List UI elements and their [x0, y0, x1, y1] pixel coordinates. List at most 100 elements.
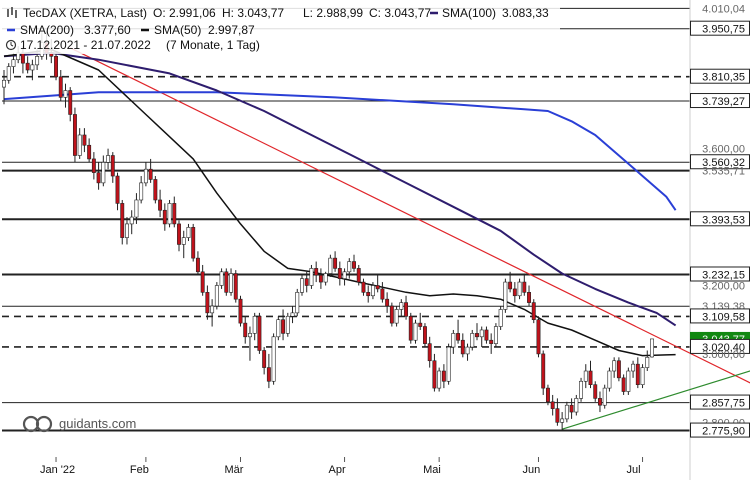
legend-low: L: 2.988,99: [303, 6, 363, 20]
y-tick-tag-inner: [691, 267, 749, 281]
candle: [11, 52, 16, 74]
candle: [77, 128, 82, 159]
candle-body-up: [285, 315, 290, 334]
candle: [621, 374, 626, 395]
chart-type-icon: [7, 7, 17, 18]
candle-body-down: [555, 408, 560, 423]
candle-body-down: [191, 227, 196, 259]
candle: [626, 367, 631, 395]
candle: [342, 268, 347, 286]
y-tick-label: 3.232,15: [702, 269, 745, 281]
candle-body-up: [77, 134, 82, 156]
candle: [30, 59, 35, 81]
candle: [352, 254, 356, 272]
candle-body-down: [541, 353, 546, 389]
candle-body-down: [356, 268, 361, 283]
candle: [158, 189, 163, 218]
y-tick-tag-inner: [691, 155, 749, 169]
guidants-logo: guidants.com: [22, 415, 136, 433]
candle: [550, 394, 555, 416]
candle-body-down: [366, 292, 371, 297]
candle: [508, 271, 513, 293]
y-tick-tag: 4.010,04: [702, 3, 745, 15]
legend-backdrop: [0, 0, 560, 54]
candle: [598, 391, 602, 413]
candle-body-up: [370, 285, 375, 297]
candle: [318, 268, 323, 289]
candle: [214, 282, 219, 310]
candle: [408, 312, 413, 344]
candle-body-up: [503, 281, 508, 310]
candle: [413, 319, 418, 344]
candle: [162, 203, 167, 231]
candle: [385, 292, 390, 313]
y-tick-tag-inner: [691, 212, 749, 226]
candle: [441, 364, 446, 389]
clock-icon: [5, 39, 17, 51]
candle-body-down: [304, 278, 309, 286]
candle: [304, 271, 309, 293]
x-tick-label: Jul: [627, 464, 641, 476]
candle: [574, 394, 579, 416]
candle-body-up: [30, 64, 35, 71]
candle-body-up: [2, 79, 6, 88]
y-tick-label: 3.109,58: [702, 311, 745, 323]
candle: [82, 128, 87, 153]
candle-body-up: [607, 370, 612, 389]
candle: [191, 223, 196, 262]
candle-body-up: [6, 66, 11, 81]
candle: [404, 295, 408, 320]
candle-body-up: [181, 237, 186, 245]
candle-body-up: [612, 360, 617, 372]
candle: [602, 384, 607, 409]
y-tick-tag: 3.393,53: [690, 211, 750, 227]
y-tick-tag-inner: [691, 309, 749, 323]
y-tick-label: 3.393,53: [702, 214, 745, 226]
candle: [484, 326, 489, 344]
candle-body-up: [574, 398, 579, 413]
candle-body-down: [153, 179, 158, 201]
candle-body-up: [342, 271, 347, 279]
candle-body-down: [598, 398, 602, 406]
y-tick-tag: 3.739,27: [690, 93, 750, 109]
candle-body-down: [314, 268, 319, 276]
y-tick-tag: 3.020,40: [690, 338, 750, 354]
candle-body-up: [493, 326, 498, 344]
horizontal-levels: [2, 0, 691, 480]
candle-body-up: [210, 305, 215, 314]
x-axis-ticks: Jan '22 Feb Mär Apr Mai Jun Jul: [40, 457, 644, 476]
candle: [181, 230, 186, 259]
candle-body-down: [68, 90, 73, 115]
candle-body-down: [224, 271, 229, 293]
legend-sma50-value: 2.997,87: [208, 23, 255, 37]
candle-body-down: [177, 223, 181, 245]
candle-body-down: [621, 377, 626, 392]
candle: [238, 295, 243, 327]
candle: [427, 336, 432, 368]
candle-body-down: [408, 315, 413, 341]
candle: [72, 107, 77, 163]
y-tick-tag-inner: [691, 339, 749, 353]
candle-body-up: [290, 312, 295, 317]
candle-body-down: [569, 404, 574, 413]
y-tick-tag: 3.200,00: [702, 280, 745, 292]
candle: [522, 275, 527, 296]
candle: [115, 172, 120, 211]
candle: [498, 306, 503, 330]
legend-high: H: 3.043,77: [222, 6, 284, 20]
candle-body-down: [522, 281, 527, 293]
candle-body-down: [527, 292, 531, 303]
y-tick-label: 3.535,71: [702, 166, 745, 178]
candle-body-up: [35, 56, 40, 66]
y-tick-label: 3.200,00: [702, 280, 745, 292]
candle-body-down: [96, 172, 101, 184]
candle-body-down: [635, 363, 640, 385]
candle-body-up: [129, 216, 134, 225]
candle: [631, 360, 636, 378]
candle: [300, 275, 304, 296]
y-tick-tag: 3.950,75: [690, 20, 750, 36]
candle-body-down: [158, 199, 163, 211]
candle: [233, 270, 238, 303]
candle: [281, 309, 286, 341]
